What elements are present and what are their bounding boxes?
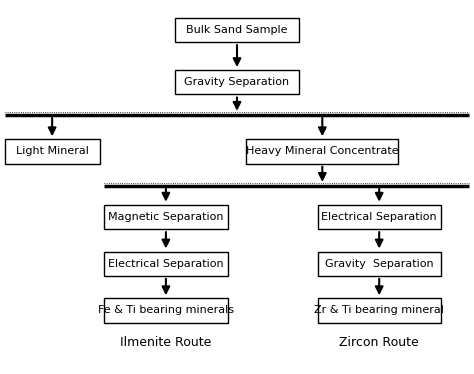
Text: Ilmenite Route: Ilmenite Route — [120, 336, 211, 349]
FancyBboxPatch shape — [175, 70, 299, 95]
FancyBboxPatch shape — [318, 205, 441, 229]
Text: Heavy Mineral Concentrate: Heavy Mineral Concentrate — [246, 147, 399, 156]
Text: Zr & Ti bearing mineral: Zr & Ti bearing mineral — [314, 306, 444, 315]
Text: Magnetic Separation: Magnetic Separation — [108, 212, 224, 222]
FancyBboxPatch shape — [104, 205, 228, 229]
Text: Fe & Ti bearing minerals: Fe & Ti bearing minerals — [98, 306, 234, 315]
Text: Zircon Route: Zircon Route — [339, 336, 419, 349]
Text: Electrical Separation: Electrical Separation — [108, 259, 224, 269]
FancyBboxPatch shape — [318, 252, 441, 276]
Text: Electrical Separation: Electrical Separation — [321, 212, 437, 222]
FancyBboxPatch shape — [104, 298, 228, 322]
FancyBboxPatch shape — [175, 18, 299, 42]
Text: Light Mineral: Light Mineral — [16, 147, 89, 156]
FancyBboxPatch shape — [5, 140, 100, 164]
Text: Gravity Separation: Gravity Separation — [184, 77, 290, 87]
FancyBboxPatch shape — [104, 252, 228, 276]
Text: Bulk Sand Sample: Bulk Sand Sample — [186, 25, 288, 35]
FancyBboxPatch shape — [246, 140, 398, 164]
Text: Gravity  Separation: Gravity Separation — [325, 259, 434, 269]
FancyBboxPatch shape — [318, 298, 441, 322]
